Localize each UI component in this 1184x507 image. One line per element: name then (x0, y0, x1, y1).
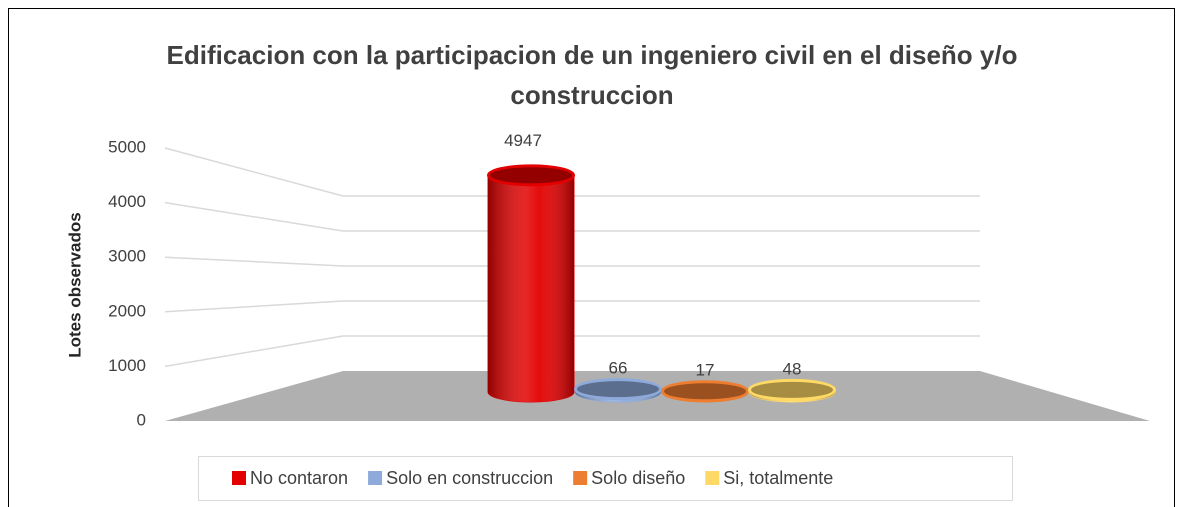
legend-swatch (232, 471, 246, 485)
legend-label: No contaron (250, 468, 348, 488)
data-label: 66 (609, 359, 628, 378)
y-axis-label: Lotes observados (65, 212, 84, 358)
cylinder-top-shade (577, 381, 659, 398)
grid-line (164, 335, 344, 368)
legend-swatch (573, 471, 588, 485)
legend-swatch (368, 471, 383, 485)
y-tick-label: 2000 (108, 301, 146, 320)
bar (748, 378, 836, 403)
grid-line (164, 256, 344, 267)
cylinder-top (574, 378, 662, 401)
bar (574, 378, 662, 403)
cylinder-top (661, 380, 749, 403)
grid-line (164, 300, 344, 313)
chart-frame (8, 8, 1175, 507)
legend-frame (198, 456, 1013, 501)
cylinder-top (748, 378, 836, 401)
grid-line (164, 147, 344, 197)
bar (661, 380, 749, 403)
y-tick-label: 3000 (108, 247, 146, 266)
cylinder-top-shade (751, 381, 833, 398)
legend-swatch (705, 471, 720, 485)
cylinder-top-shade (664, 383, 746, 400)
chart-title: Edificacion con la participacion de un i… (167, 40, 1018, 70)
cylinder-shade (488, 175, 574, 402)
y-tick-label: 1000 (108, 356, 146, 375)
chart-title: construccion (510, 80, 673, 110)
cylinder-top-shade (490, 167, 572, 184)
y-tick-label: 0 (137, 410, 146, 429)
legend-label: Solo en construccion (386, 468, 553, 488)
legend-label: Solo diseño (591, 468, 685, 488)
legend-label: Si, totalmente (723, 468, 833, 488)
data-label: 17 (696, 361, 715, 380)
y-tick-label: 4000 (108, 192, 146, 211)
grid-line (164, 201, 344, 232)
data-label: 48 (783, 359, 802, 378)
cylinder-top (487, 164, 575, 187)
data-label: 4947 (504, 131, 542, 150)
y-tick-label: 5000 (108, 137, 146, 156)
bar (487, 164, 575, 403)
